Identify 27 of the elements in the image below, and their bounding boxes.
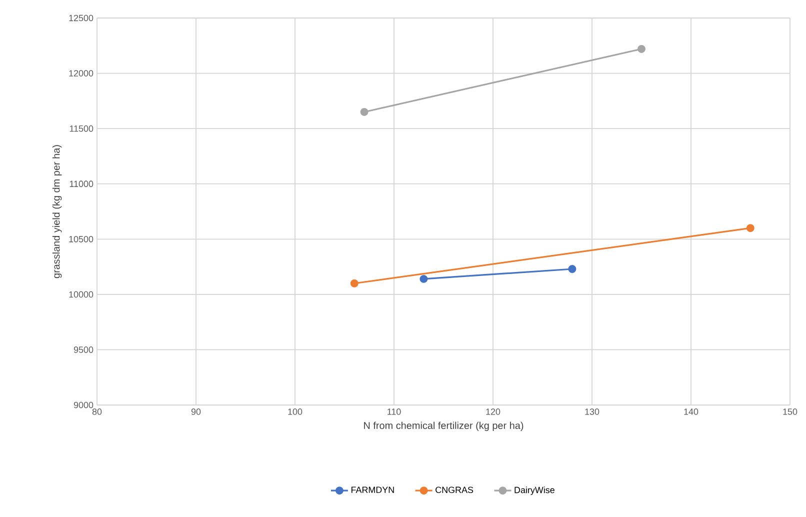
x-tick-label: 80 bbox=[92, 408, 102, 415]
x-tick-label: 110 bbox=[388, 408, 401, 415]
y-tick-label: 10000 bbox=[69, 291, 94, 298]
x-tick-label: 140 bbox=[684, 408, 698, 415]
legend-label: DairyWise bbox=[514, 486, 554, 495]
y-tick-label: 10500 bbox=[69, 236, 94, 242]
point bbox=[746, 224, 754, 232]
y-tick-label: 12000 bbox=[69, 70, 94, 76]
x-tick-label: 120 bbox=[486, 408, 500, 415]
y-tick-label: 12500 bbox=[69, 14, 94, 22]
point bbox=[360, 108, 368, 116]
point bbox=[350, 279, 358, 288]
y-tick-label: 11000 bbox=[70, 180, 94, 188]
x-tick-label: 150 bbox=[783, 408, 798, 415]
x-tick-label: 90 bbox=[191, 408, 201, 415]
point bbox=[568, 265, 576, 273]
x-tick-label: 100 bbox=[288, 408, 302, 415]
x-tick-label: 130 bbox=[585, 408, 600, 415]
x-axis-title: N from chemical fertilizer (kg per ha) bbox=[364, 422, 524, 431]
point bbox=[638, 44, 646, 53]
legend-label: FARMDYN bbox=[351, 486, 394, 493]
y-tick-label: 11500 bbox=[70, 125, 94, 132]
y-axis-title: grassland yield (kg dm per ha) bbox=[52, 145, 62, 278]
y-tick-label: 9000 bbox=[74, 402, 94, 408]
y-tick-label: 9500 bbox=[74, 346, 94, 353]
legend-label: CNGRAS bbox=[436, 486, 474, 494]
point bbox=[420, 274, 428, 283]
